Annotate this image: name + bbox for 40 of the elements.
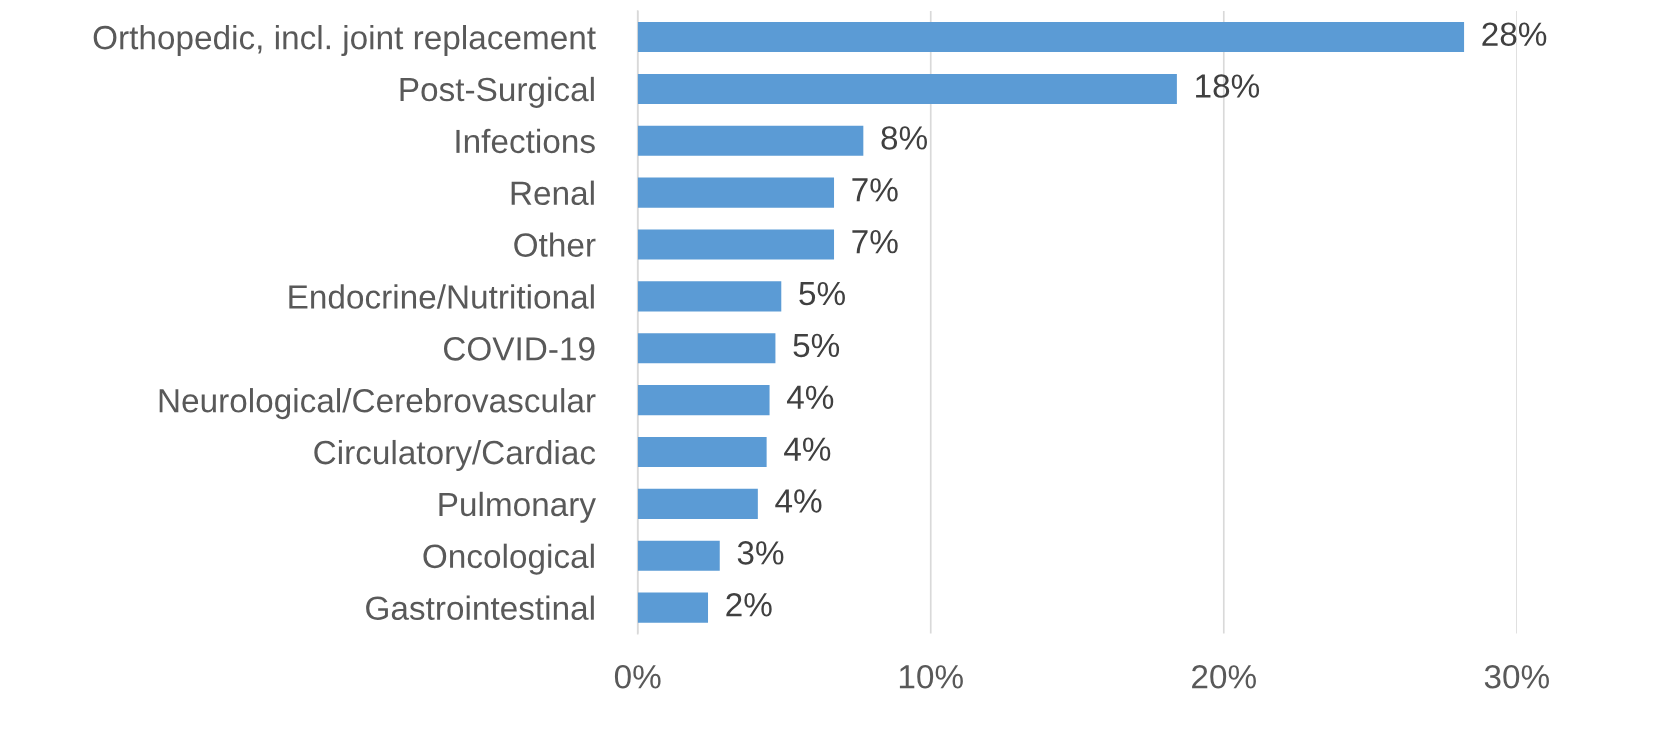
x-tick-label: 20% (1192, 664, 1256, 689)
bar (637, 488, 758, 519)
bar (637, 281, 782, 312)
bar (637, 177, 835, 208)
bar (637, 385, 770, 416)
x-tick-label: 10% (899, 664, 963, 689)
y-tick-label: Post-Surgical (400, 76, 594, 108)
y-tick-label: Neurological/Cerebrovascular (159, 388, 596, 420)
data-label: 4% (784, 437, 831, 461)
y-tick-label: Pulmonary (439, 491, 596, 523)
bar (637, 436, 767, 468)
bar (637, 73, 1177, 104)
bar (637, 333, 776, 364)
y-tick-label: COVID-19 (443, 337, 595, 361)
bar (637, 540, 720, 571)
y-tick-label: Oncological (423, 543, 594, 575)
y-tick-label: Circulatory/Cardiac (314, 439, 596, 471)
bar (637, 125, 864, 156)
bar (637, 229, 835, 260)
data-label: 3% (737, 541, 784, 565)
data-label: 2% (726, 592, 772, 617)
y-tick-label: Other (514, 232, 596, 257)
data-label: 18% (1196, 74, 1260, 98)
data-label: 4% (787, 385, 834, 409)
bar (637, 22, 1465, 53)
data-label: 5% (793, 333, 840, 358)
y-tick-label: Infections (456, 128, 595, 154)
data-label: 8% (881, 126, 927, 150)
data-label: 4% (775, 489, 822, 513)
y-tick-label: Endocrine/Nutritional (289, 284, 594, 309)
data-label: 28% (1482, 22, 1547, 46)
y-tick-label: Gastrointestinal (366, 595, 594, 621)
x-tick-label: 30% (1484, 664, 1549, 689)
y-tick-label: Orthopedic, incl. joint replacement (93, 24, 596, 57)
x-tick-label: 0% (614, 664, 661, 689)
data-label: 7% (852, 178, 898, 202)
y-tick-label: Renal (511, 180, 594, 206)
bar (637, 592, 709, 623)
data-label: 7% (852, 230, 898, 254)
data-label: 5% (799, 281, 845, 306)
